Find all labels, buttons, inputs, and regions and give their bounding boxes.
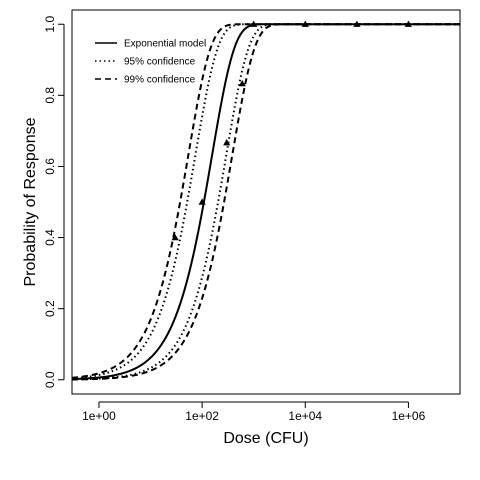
legend: Exponential model 95% confidence 99% confi… xyxy=(95,39,206,86)
y-tick-label: 0.2 xyxy=(43,300,57,317)
y-axis-title: Probability of Response xyxy=(22,117,39,286)
x-axis: 1e+00 1e+02 1e+04 1e+06 xyxy=(82,402,425,423)
y-tick-label: 0.8 xyxy=(43,87,57,104)
legend-label: 99% confidence xyxy=(124,75,196,86)
x-tick-label: 1e+06 xyxy=(392,409,426,423)
y-tick-label: 1.0 xyxy=(43,16,57,33)
x-tick-label: 1e+04 xyxy=(288,409,322,423)
legend-label: Exponential model xyxy=(124,39,206,50)
plot-frame xyxy=(72,10,460,394)
y-tick-label: 0.0 xyxy=(43,371,57,388)
legend-label: 95% confidence xyxy=(124,57,196,68)
y-axis: 0.0 0.2 0.4 0.6 0.8 1.0 xyxy=(43,16,64,389)
observation-points-layer xyxy=(172,21,412,241)
x-axis-title: Dose (CFU) xyxy=(223,430,308,447)
y-tick-label: 0.4 xyxy=(43,229,57,246)
x-tick-label: 1e+00 xyxy=(82,409,116,423)
y-tick-label: 0.6 xyxy=(43,158,57,175)
x-tick-label: 1e+02 xyxy=(185,409,219,423)
